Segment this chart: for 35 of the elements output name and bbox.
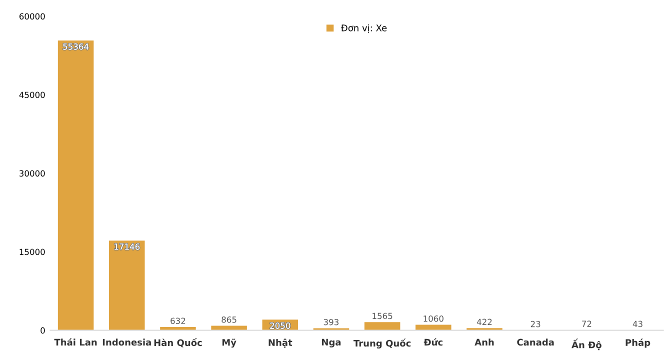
x-tick-label: Anh [474, 338, 494, 346]
bar [160, 327, 196, 330]
x-tick-label: Đức [424, 338, 442, 346]
x-tick-label: Nhật [268, 338, 292, 348]
data-label: 393 [324, 318, 339, 326]
data-label: 55364 [63, 43, 89, 50]
x-tick-label: Hàn Quốc [154, 338, 202, 348]
data-label: 2050 [270, 322, 290, 329]
y-tick-label: 30000 [20, 170, 45, 177]
x-tick-label: Ấn Độ [572, 338, 602, 350]
bar [364, 322, 400, 330]
y-tick-label: 45000 [19, 92, 45, 98]
x-tick-label: Trung Quốc [353, 338, 411, 348]
y-tick-label: 0 [40, 327, 45, 334]
x-tick-label: Canada [517, 338, 554, 346]
data-label: 1060 [424, 315, 444, 322]
data-label: 17146 [114, 243, 140, 250]
x-tick-label: Mỹ [222, 338, 236, 348]
x-tick-label: Thái Lan [54, 338, 97, 346]
data-label: 865 [222, 316, 236, 323]
x-tick-label: Pháp [626, 338, 650, 348]
data-label: 23 [530, 320, 540, 328]
bar [416, 324, 452, 330]
bar [109, 240, 145, 330]
x-tick-label: Indonesia [102, 338, 151, 346]
data-label: 43 [632, 320, 642, 328]
y-tick-label: 60000 [19, 13, 45, 20]
data-label: 1565 [372, 312, 392, 320]
data-label: 422 [476, 318, 492, 325]
x-tick-label: Nga [322, 338, 341, 348]
bar [58, 40, 94, 330]
data-label: 72 [582, 320, 592, 327]
legend-label: Đơn vị: Xe [340, 24, 387, 33]
y-tick-label: 15000 [20, 248, 45, 256]
data-label: 632 [170, 318, 186, 324]
